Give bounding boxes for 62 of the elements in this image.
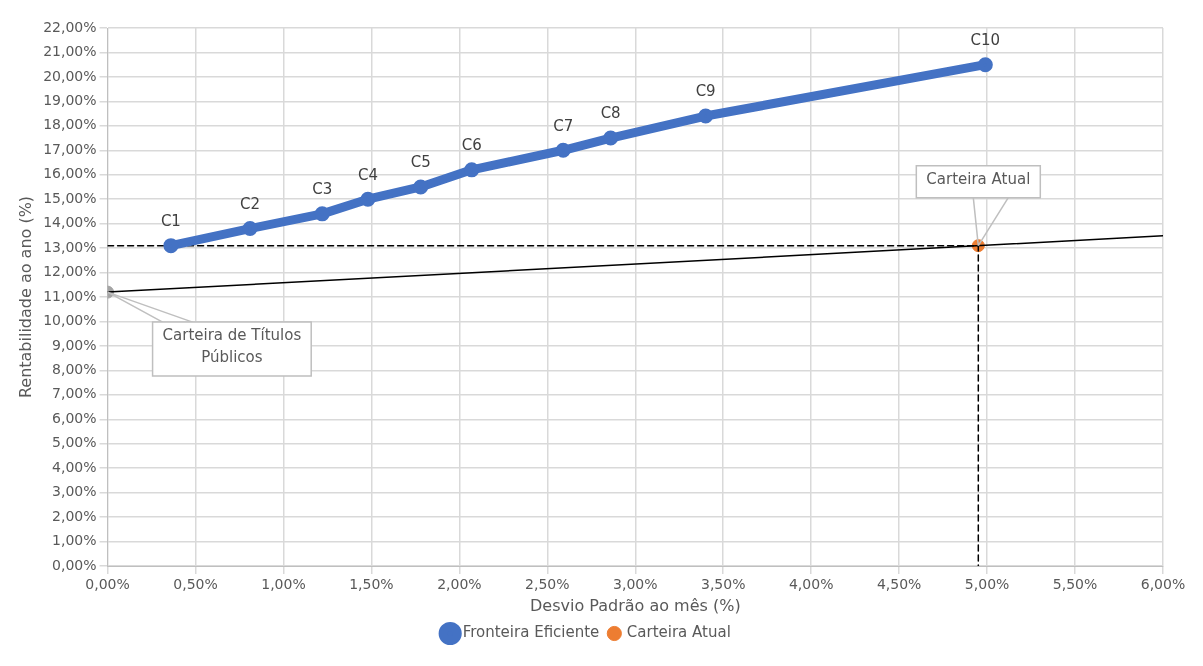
x-tick-label: 3,00% <box>613 576 658 593</box>
y-tick-label: 7,00% <box>52 385 97 402</box>
y-tick-label: 22,00% <box>43 18 97 35</box>
x-tick-label: 4,50% <box>876 576 922 593</box>
x-tick-label: 5,50% <box>1052 576 1098 593</box>
y-tick-label: 0,00% <box>52 556 97 573</box>
point <box>360 191 376 207</box>
y-tick-label: 21,00% <box>43 43 97 60</box>
point <box>464 162 480 178</box>
x-tick-label: 4,00% <box>788 576 834 593</box>
x-tick-label: 1,50% <box>349 576 394 593</box>
point <box>977 57 993 73</box>
y-tick-label: 4,00% <box>52 458 97 475</box>
legend-label: Fronteira Eficiente <box>462 623 600 642</box>
point <box>314 206 330 222</box>
data-label: C7 <box>553 116 574 135</box>
y-tick-label: 14,00% <box>43 214 97 231</box>
x-tick-label: 2,50% <box>525 576 570 593</box>
y-tick-label: 9,00% <box>52 336 97 353</box>
point <box>555 142 571 158</box>
y-tick-label: 15,00% <box>43 189 97 206</box>
x-axis-title: Desvio Padrão ao mês (%) <box>529 595 741 615</box>
data-label: C5 <box>410 153 431 172</box>
data-label: C1 <box>160 212 181 231</box>
legend-label: Carteira Atual <box>626 623 731 642</box>
annotation: Carteira Atual <box>926 170 1031 189</box>
y-tick-label: 8,00% <box>52 361 97 377</box>
y-tick-label: 12,00% <box>43 263 97 280</box>
y-tick-label: 1,00% <box>52 532 97 549</box>
y-tick-label: 10,00% <box>43 312 97 329</box>
x-tick-label: 5,00% <box>964 576 1010 593</box>
data-label: C4 <box>357 165 378 184</box>
point <box>242 221 258 237</box>
x-tick-label: 3,50% <box>701 576 746 593</box>
y-tick-label: 18,00% <box>43 116 97 133</box>
y-axis-title: Rentabilidade ao ano (%) <box>15 195 35 399</box>
x-tick-label: 6,00% <box>1140 576 1186 593</box>
y-tick-label: 3,00% <box>52 483 97 500</box>
x-tick-label: 1,00% <box>261 576 306 593</box>
point <box>603 130 619 146</box>
data-label: C10 <box>970 31 1001 50</box>
y-tick-label: 16,00% <box>43 165 97 182</box>
y-tick-label: 5,00% <box>52 434 97 451</box>
data-label: C2 <box>240 194 261 213</box>
annotation: Carteira de Títulos Públicos <box>162 326 302 367</box>
y-tick-label: 2,00% <box>52 507 97 524</box>
y-tick-label: 11,00% <box>43 287 97 304</box>
y-tick-label: 13,00% <box>43 238 97 255</box>
point <box>413 179 429 195</box>
y-tick-label: 20,00% <box>43 67 97 84</box>
point <box>163 238 179 254</box>
x-tick-label: 0,50% <box>173 576 218 593</box>
point <box>698 108 714 124</box>
x-tick-label: 2,00% <box>437 576 482 593</box>
y-tick-label: 17,00% <box>43 140 97 157</box>
y-tick-label: 19,00% <box>43 92 97 108</box>
data-label: C6 <box>461 136 482 155</box>
data-label: C3 <box>312 180 333 199</box>
x-tick-label: 0,00% <box>85 576 130 593</box>
y-tick-label: 6,00% <box>52 409 97 426</box>
data-label: C9 <box>695 82 716 101</box>
data-label: C8 <box>600 104 621 123</box>
